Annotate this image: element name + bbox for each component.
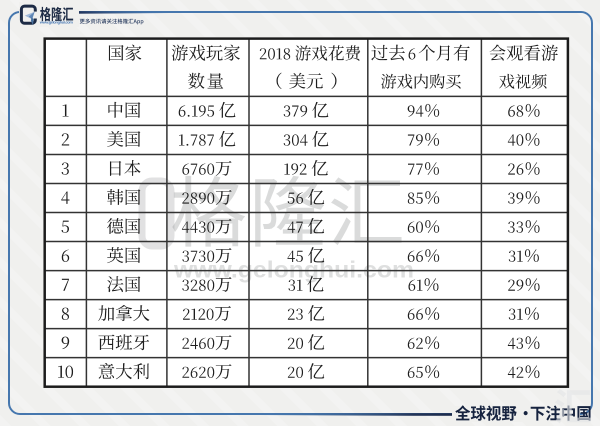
svg-text:www.gelonghui.com: www.gelonghui.com (173, 257, 414, 283)
svg-text:www.gelonghui.com: www.gelonghui.com (39, 20, 74, 25)
